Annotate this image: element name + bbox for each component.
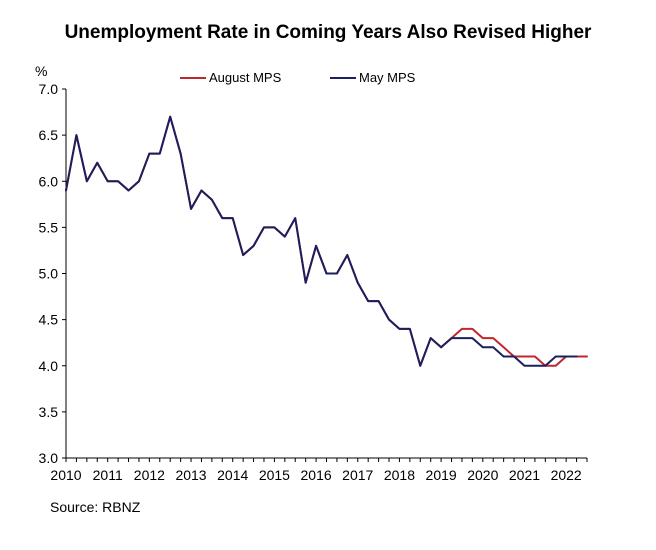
x-tick-label: 2015: [259, 467, 290, 483]
x-tick-label: 2016: [301, 467, 332, 483]
legend-item-august: August MPS: [180, 70, 281, 85]
x-tick-label: 2011: [93, 467, 123, 483]
y-tick-label: 6.5: [39, 127, 59, 143]
y-tick-label: 4.0: [39, 358, 59, 374]
chart-axes: 3.0 3.5 4.0 4.5 5.0 5.5 6.0 6.5 7.0% 2010 2011 2012…: [35, 63, 588, 483]
y-tick-label: 4.5: [39, 312, 59, 328]
y-tick-label: 5.5: [39, 219, 59, 235]
x-tick-label: 2017: [342, 467, 373, 483]
legend-item-may: May MPS: [330, 70, 415, 85]
chart-title: Unemployment Rate in Coming Years Also R…: [64, 22, 592, 43]
x-tick-label: 2022: [551, 467, 582, 483]
x-tick-label: 2013: [175, 467, 206, 483]
x-tick-label: 2018: [384, 467, 415, 483]
y-tick-label: 5.0: [39, 266, 59, 282]
y-tick-label: 3.5: [39, 404, 59, 420]
y-tick-label: 7.0: [39, 81, 59, 97]
y-axis-label: %: [35, 63, 47, 79]
x-tick-label: 2019: [426, 467, 457, 483]
series-line-may-mps: [65, 115, 578, 367]
y-tick-label: 3.0: [39, 450, 59, 466]
x-tick-label: 2010: [50, 467, 81, 483]
x-tick-label: 2021: [509, 467, 540, 483]
legend-label-may: May MPS: [359, 70, 416, 85]
y-tick-label: 6.0: [39, 173, 59, 189]
x-tick-label: 2012: [134, 467, 165, 483]
x-tick-label: 2020: [467, 467, 498, 483]
legend-swatch-august: [180, 76, 206, 79]
legend-label-august: August MPS: [209, 70, 282, 85]
legend-swatch-may: [330, 76, 356, 79]
source-note: Source: RBNZ: [50, 499, 141, 515]
series-line-august-mps: [65, 115, 588, 367]
series-layer: [65, 115, 588, 367]
x-tick-label: 2014: [217, 467, 248, 483]
